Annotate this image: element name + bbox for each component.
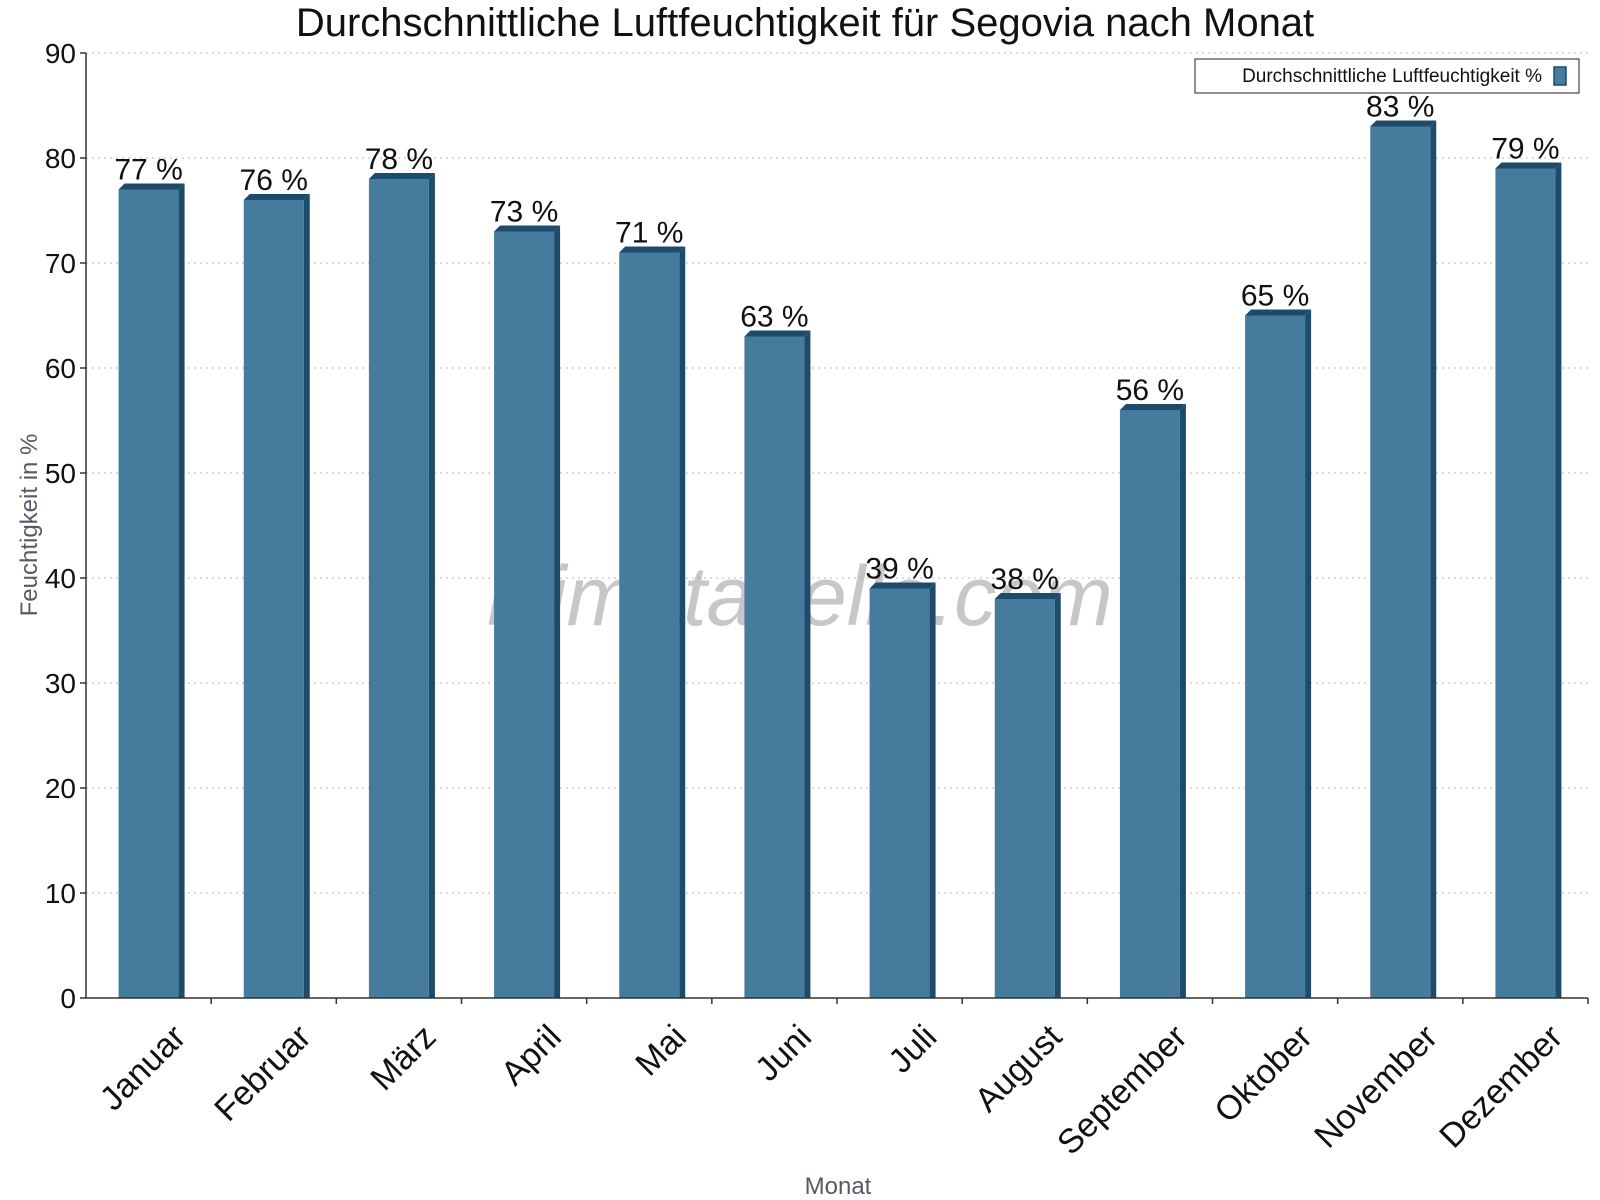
bar-9: 65 % — [1241, 280, 1312, 998]
x-tick-label: Januar — [93, 1018, 193, 1118]
bar-side — [929, 582, 936, 998]
y-tick-label: 80 — [45, 143, 76, 174]
bar-side — [428, 173, 435, 998]
bar-top — [869, 582, 936, 589]
bar-top — [619, 246, 686, 253]
bar-top — [118, 183, 185, 190]
bar-7: 38 % — [991, 563, 1061, 998]
bar-front — [994, 599, 1055, 998]
bar-0: 77 % — [114, 154, 185, 998]
bar-value-label: 79 % — [1491, 133, 1559, 166]
legend-swatch — [1553, 66, 1567, 86]
bar-value-label: 83 % — [1366, 91, 1434, 124]
y-tick-label: 50 — [45, 458, 76, 489]
legend-box — [1194, 58, 1580, 94]
x-tick-label: Dezember — [1432, 1018, 1570, 1156]
y-tick-label: 90 — [45, 38, 76, 69]
bar-value-label: 65 % — [1241, 280, 1309, 313]
axes-group — [85, 53, 1588, 999]
bar-value-label: 56 % — [1116, 374, 1184, 407]
bar-8: 56 % — [1116, 374, 1186, 998]
bar-front — [869, 588, 930, 998]
bar-value-label: 76 % — [240, 164, 308, 197]
bar-front — [1245, 315, 1306, 998]
bar-side — [1555, 162, 1562, 998]
bar-front — [368, 179, 429, 998]
x-tick-label: April — [494, 1018, 569, 1093]
x-tick-labels: Januar Februar März April Mai Juni Juli AugustS… — [93, 998, 1589, 1162]
x-tick-label: März — [363, 1018, 443, 1098]
bar-value-label: 78 % — [365, 143, 433, 176]
x-tick-label: Mai — [628, 1018, 694, 1084]
y-tick-label: 10 — [45, 878, 76, 909]
x-tick-label: Juni — [748, 1018, 819, 1089]
bar-front — [494, 231, 555, 998]
bar-3: 73 % — [490, 196, 561, 998]
x-tick-label: September — [1050, 1018, 1194, 1162]
legend-entry-label: Durchschnittliche Luftfeuchtigkeit % — [1242, 66, 1542, 87]
bar-11: 79 % — [1491, 133, 1562, 998]
bar-side — [1054, 593, 1061, 998]
bar-front — [1370, 126, 1431, 998]
y-tick-label: 20 — [45, 773, 76, 804]
bar-value-label: 71 % — [615, 217, 683, 250]
legend: Durchschnittliche Luftfeuchtigkeit % — [1194, 58, 1580, 94]
bar-4: 71 % — [615, 217, 686, 998]
bar-side — [303, 194, 310, 998]
bar-value-label: 63 % — [740, 301, 808, 334]
x-tick-label: Oktober — [1207, 1018, 1319, 1130]
bar-top — [243, 194, 310, 200]
y-tick-labels: 0 10 20 30 40 50 60 70 80 90 — [45, 38, 86, 1014]
bar-front — [1495, 168, 1556, 998]
bar-front — [1119, 410, 1180, 998]
bar-side — [804, 330, 811, 998]
bar-front — [619, 252, 680, 998]
bar-side — [679, 246, 686, 998]
bar-front — [744, 336, 805, 998]
bar-10: 83 % — [1366, 91, 1437, 998]
bar-side — [178, 183, 185, 998]
x-tick-label: November — [1307, 1018, 1445, 1156]
bar-top — [1245, 309, 1312, 316]
gridlines — [86, 52, 1588, 894]
bar-top — [368, 173, 435, 179]
y-tick-label: 60 — [45, 353, 76, 384]
bar-top — [494, 225, 561, 232]
bar-front — [243, 200, 304, 998]
y-tick-label: 70 — [45, 248, 76, 279]
bar-side — [1179, 404, 1186, 998]
y-tick-label: 30 — [45, 668, 76, 699]
x-axis-label: Monat — [805, 1173, 872, 1200]
bar-value-label: 77 % — [114, 154, 182, 187]
y-tick-label: 0 — [60, 983, 76, 1014]
x-tick-label: Februar — [207, 1018, 318, 1129]
bar-value-label: 39 % — [865, 553, 933, 586]
bar-value-label: 38 % — [991, 563, 1059, 596]
bars-group: 77 % 76 % 78 % 73 % 71 % 63 % 39 % 38 % 56 % 65 %… — [114, 91, 1562, 998]
x-tick-label: Juli — [881, 1018, 944, 1081]
bar-side — [1305, 309, 1312, 998]
bar-value-label: 73 % — [490, 196, 558, 229]
bar-5: 63 % — [740, 301, 811, 998]
bar-side — [1430, 120, 1437, 998]
y-tick-label: 40 — [45, 563, 76, 594]
bar-front — [118, 189, 179, 998]
bar-2: 78 % — [365, 143, 435, 998]
bar-top — [744, 330, 811, 337]
chart-title: Durchschnittliche Luftfeuchtigkeit für S… — [296, 1, 1314, 45]
bar-side — [554, 225, 561, 998]
bar-top — [1495, 162, 1562, 169]
bar-top — [1119, 404, 1186, 410]
bar-top — [994, 593, 1061, 599]
bar-6: 39 % — [865, 553, 936, 998]
bar-top — [1370, 120, 1437, 127]
x-tick-label: August — [968, 1017, 1070, 1119]
bar-1: 76 % — [240, 164, 310, 998]
y-axis-label: Feuchtigkeit in % — [16, 434, 43, 617]
